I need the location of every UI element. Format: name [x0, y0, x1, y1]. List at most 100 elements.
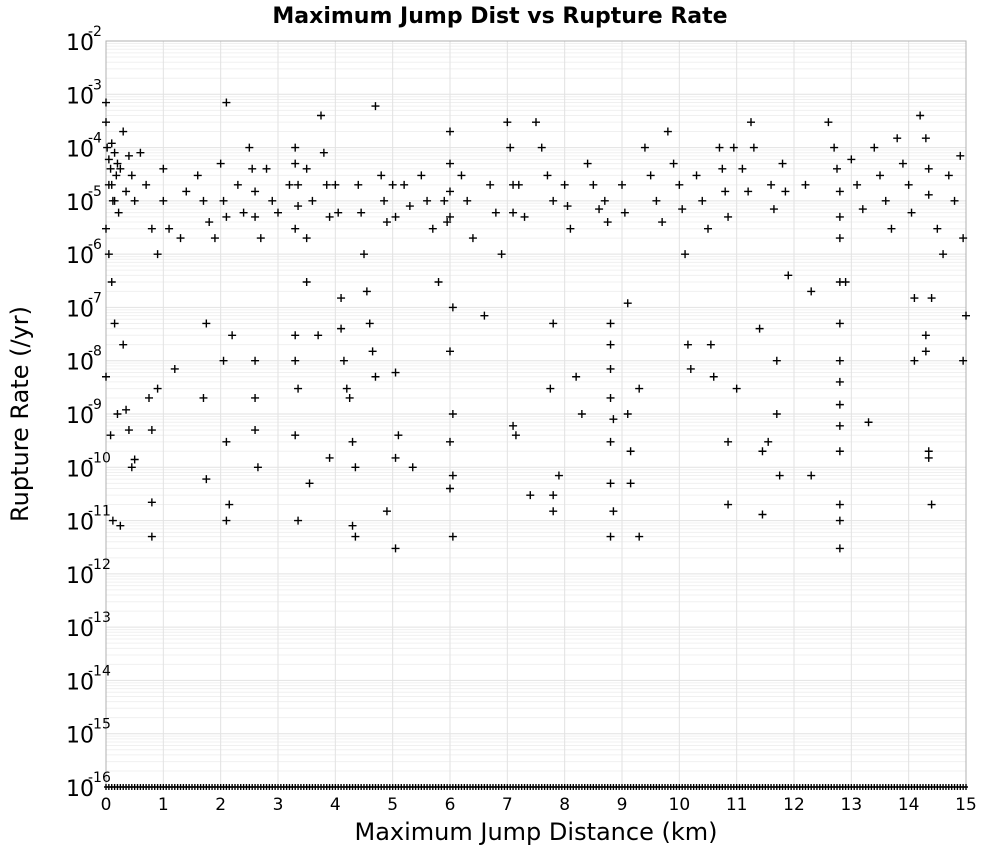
data-point — [881, 196, 890, 205]
data-point — [302, 234, 311, 243]
data-point — [147, 498, 156, 507]
data-point — [503, 118, 512, 127]
data-point — [853, 180, 862, 189]
data-point — [898, 159, 907, 168]
data-point — [595, 205, 604, 214]
data-point — [744, 187, 753, 196]
data-point — [448, 471, 457, 480]
data-point — [142, 180, 151, 189]
data-point — [463, 196, 472, 205]
x-tick-label: 0 — [101, 795, 112, 815]
data-point — [322, 180, 331, 189]
data-point — [486, 180, 495, 189]
data-point — [294, 202, 303, 211]
data-point — [606, 479, 615, 488]
data-point — [893, 134, 902, 143]
data-point — [916, 111, 925, 120]
y-tick-exponent: -14 — [88, 663, 111, 679]
data-point — [446, 212, 454, 221]
data-point — [110, 148, 119, 157]
data-point — [681, 250, 690, 259]
x-axis-ticks: 0 1 2 3 4 5 6 7 8 9 10 11 12 13 14 15 — [101, 795, 977, 815]
data-point — [106, 431, 115, 440]
data-point — [331, 180, 340, 189]
data-point — [721, 187, 730, 196]
data-point — [145, 393, 153, 402]
y-tick-label: 10 — [66, 404, 94, 429]
data-point — [549, 491, 558, 500]
y-tick-label: 10 — [66, 511, 94, 536]
data-point — [114, 208, 123, 217]
data-point — [468, 234, 477, 243]
data-point — [506, 143, 515, 152]
data-point — [729, 143, 738, 152]
data-point — [835, 516, 844, 525]
data-point — [305, 479, 314, 488]
data-point — [904, 180, 913, 189]
data-point — [514, 180, 523, 189]
data-point — [724, 212, 733, 221]
data-point — [704, 224, 712, 233]
data-point — [835, 421, 844, 430]
data-point — [104, 155, 113, 164]
data-point — [772, 356, 781, 365]
data-point — [342, 384, 351, 393]
data-point — [589, 180, 598, 189]
data-point — [440, 196, 449, 205]
data-point — [199, 196, 208, 205]
data-point — [835, 500, 844, 509]
data-point — [294, 516, 303, 525]
data-point — [428, 224, 437, 233]
y-tick-exponent: -4 — [88, 131, 102, 147]
data-point — [939, 250, 948, 259]
data-point — [626, 479, 635, 488]
data-point — [176, 234, 185, 243]
data-point — [784, 271, 793, 280]
floor-point — [964, 784, 968, 790]
data-point — [394, 431, 403, 440]
data-point — [159, 164, 168, 173]
data-point — [348, 437, 357, 446]
data-point — [764, 437, 773, 446]
data-point — [113, 410, 122, 418]
data-point — [824, 118, 833, 127]
data-point — [858, 205, 867, 214]
data-point — [924, 164, 933, 173]
data-point — [623, 410, 632, 418]
data-point — [107, 278, 116, 287]
data-point — [222, 98, 231, 107]
data-point — [377, 171, 386, 180]
data-point — [388, 180, 397, 189]
y-tick-label: 10 — [66, 351, 94, 376]
data-point — [554, 471, 563, 480]
data-point — [658, 218, 667, 227]
x-tick-label: 4 — [330, 795, 341, 815]
data-point — [251, 356, 260, 365]
data-point — [202, 475, 211, 484]
data-point — [368, 347, 377, 356]
data-point — [391, 453, 400, 462]
data-point — [302, 278, 311, 287]
data-point — [603, 218, 612, 227]
data-point — [245, 143, 254, 152]
x-tick-label: 1 — [158, 795, 169, 815]
y-tick-exponent: -15 — [88, 717, 111, 733]
data-point — [446, 347, 454, 356]
y-tick-exponent: -7 — [88, 290, 102, 306]
y-tick-label: 10 — [66, 724, 94, 749]
data-point — [835, 212, 844, 221]
data-point — [274, 208, 282, 217]
data-point — [225, 500, 234, 509]
data-point — [348, 521, 357, 530]
data-point — [382, 507, 391, 516]
data-point — [110, 196, 119, 205]
data-point — [446, 187, 454, 196]
data-point — [124, 426, 133, 435]
data-point — [291, 143, 300, 152]
data-point — [669, 159, 678, 168]
data-point — [835, 377, 844, 386]
data-point — [314, 331, 323, 340]
x-tick-label: 8 — [559, 795, 570, 815]
data-point — [706, 340, 715, 349]
data-point — [153, 384, 162, 393]
